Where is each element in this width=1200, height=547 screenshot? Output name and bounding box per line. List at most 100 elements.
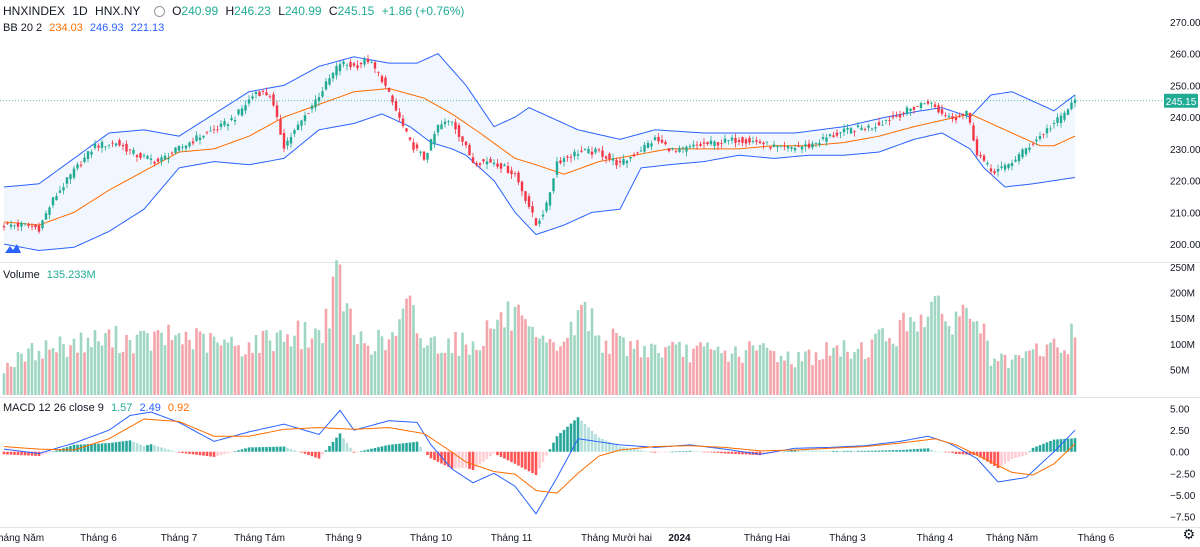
candle-body <box>538 220 541 224</box>
interval-label[interactable]: 1D <box>72 4 88 18</box>
price-tick-label: 210.00 <box>1170 208 1200 219</box>
price-axis-area[interactable] <box>1163 0 1200 547</box>
bb-legend[interactable]: BB 20 2 234.03 246.93 221.13 <box>3 22 168 34</box>
volume-bar <box>331 276 335 395</box>
candle-body <box>937 105 940 113</box>
macd-histogram-bar <box>454 451 457 469</box>
macd-histogram-bar <box>975 451 979 456</box>
volume-bar <box>839 356 842 395</box>
volume-bar <box>279 330 282 395</box>
candle-body <box>898 114 902 118</box>
volume-bar <box>576 310 580 395</box>
candle-body <box>345 65 349 66</box>
candle-body <box>832 135 835 137</box>
volume-bar <box>352 335 356 395</box>
candle-body <box>387 87 391 92</box>
volume-legend[interactable]: Volume 135.233M <box>3 269 100 281</box>
volume-bar <box>401 308 405 395</box>
macd-histogram-bar <box>916 448 919 452</box>
bb-basis-value: 234.03 <box>49 22 83 34</box>
volume-bar <box>450 353 454 395</box>
settings-gear-icon[interactable]: ⚙ <box>1182 526 1195 542</box>
volume-bar <box>975 321 979 395</box>
candle-body <box>594 148 597 153</box>
candle-body <box>611 158 615 161</box>
candle-body <box>177 146 181 151</box>
candle-body <box>191 141 195 144</box>
macd-histogram-bar <box>398 443 401 452</box>
macd-legend[interactable]: MACD 12 26 close 9 1.57 2.49 0.92 <box>3 402 193 414</box>
candle-body <box>510 170 513 175</box>
tradingview-logo-icon[interactable] <box>4 241 22 255</box>
candle-body <box>436 125 440 133</box>
macd-histogram-bar <box>608 442 611 452</box>
ohlc-high-label: H <box>225 4 235 18</box>
price-tick-label: 250.00 <box>1170 81 1200 92</box>
volume-bar <box>566 337 569 395</box>
candle-body <box>107 144 111 146</box>
candle-body <box>48 207 51 215</box>
candle-body <box>198 137 202 140</box>
volume-bar <box>625 355 629 395</box>
visibility-eye-icon[interactable] <box>153 6 165 18</box>
volume-bar <box>478 350 482 395</box>
macd-histogram-bar <box>853 450 856 452</box>
volume-bar <box>146 333 149 395</box>
macd-histogram-bar <box>510 451 513 463</box>
macd-histogram-bar <box>531 451 534 474</box>
volume-bar <box>867 357 870 395</box>
bb-lower-value: 221.13 <box>130 22 165 34</box>
macd-histogram-bar <box>741 451 744 455</box>
macd-histogram-bar <box>678 451 681 452</box>
candle-body <box>639 150 643 152</box>
macd-histogram-bar <box>835 450 839 452</box>
macd-histogram-bar <box>1066 438 1070 452</box>
volume-bar <box>730 353 734 395</box>
symbol-name[interactable]: HNXINDEX <box>3 4 66 18</box>
candle-body <box>321 91 324 97</box>
candle-body <box>737 140 741 142</box>
volume-bar <box>37 350 41 395</box>
candle-body <box>79 164 83 166</box>
macd-histogram-bar <box>947 451 951 453</box>
volume-bar <box>793 367 797 395</box>
candle-body <box>646 142 650 148</box>
volume-bar <box>762 343 765 395</box>
candle-body <box>16 222 20 227</box>
volume-bar <box>268 340 272 395</box>
candle-body <box>874 127 877 129</box>
volume-bar <box>303 322 307 395</box>
volume-bar <box>786 351 790 395</box>
macd-histogram-bar <box>20 451 23 456</box>
volume-bar <box>244 354 247 395</box>
macd-histogram-bar <box>954 451 958 454</box>
volume-bar <box>114 325 118 395</box>
candle-body <box>604 156 608 159</box>
macd-tick-label: −5.00 <box>1170 491 1196 502</box>
macd-histogram-bar <box>433 451 436 461</box>
macd-histogram-bar <box>825 450 828 452</box>
macd-histogram-bar <box>1056 439 1059 452</box>
volume-tick-label: 250M <box>1170 263 1195 274</box>
volume-bar <box>314 328 317 395</box>
macd-histogram-bar <box>230 451 233 453</box>
macd-histogram-bar <box>534 451 538 475</box>
macd-histogram-bar <box>720 451 723 454</box>
candle-body <box>800 146 804 150</box>
volume-bar <box>391 332 394 395</box>
macd-histogram-bar <box>496 451 499 456</box>
volume-bar <box>272 351 275 395</box>
candle-body <box>884 120 888 122</box>
ohlc-low-value: 240.99 <box>284 4 322 18</box>
candle-body <box>314 99 317 108</box>
candle-body <box>219 123 223 128</box>
price-tick-label: 230.00 <box>1170 145 1200 156</box>
volume-bar <box>307 347 310 395</box>
candle-body <box>408 137 412 140</box>
candle-body <box>1000 166 1003 168</box>
candle-body <box>212 129 216 131</box>
macd-histogram-bar <box>58 449 62 452</box>
volume-bar <box>951 334 954 395</box>
candle-body <box>965 110 968 116</box>
